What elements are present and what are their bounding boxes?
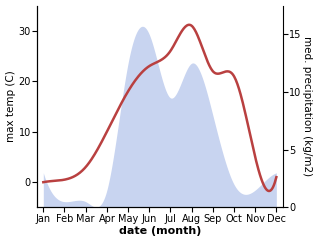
- Y-axis label: max temp (C): max temp (C): [5, 71, 16, 142]
- X-axis label: date (month): date (month): [119, 227, 201, 236]
- Y-axis label: med. precipitation (kg/m2): med. precipitation (kg/m2): [302, 37, 313, 177]
